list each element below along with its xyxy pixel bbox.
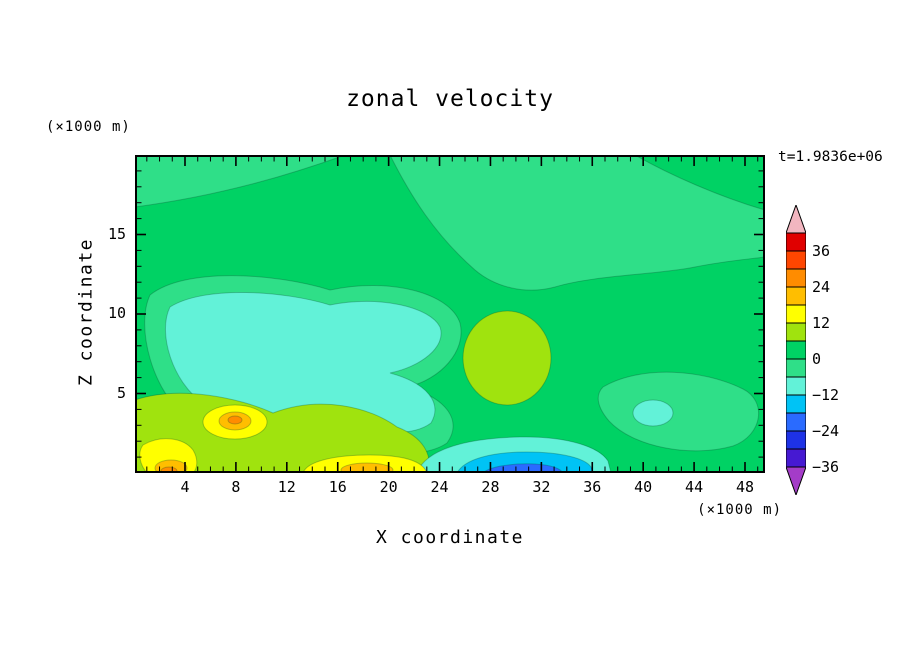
x-tick-label-44: 44 (685, 478, 704, 496)
y-tick-label-15: 15 (107, 224, 126, 243)
contour-region-midright-weak-negative (597, 371, 759, 452)
x-tick-label-32: 32 (532, 478, 551, 496)
contour-region-midright-negative-spot (632, 399, 674, 427)
colorbar-band--18..-12 (785, 394, 807, 414)
contour-plot (135, 155, 765, 473)
plot-title: zonal velocity (346, 86, 554, 112)
contour-plot-svg (135, 155, 765, 473)
colorbar-label-−24: −24 (812, 422, 840, 440)
colorbar-band--24..-18 (785, 412, 807, 432)
colorbar-band-36..42 (785, 232, 807, 252)
contour-region-upper-right-weak-negative (389, 155, 765, 291)
colorbar-band-18..24 (785, 286, 807, 306)
x-axis-unit: (×1000 m) (697, 502, 782, 518)
contour-region-amber-core-strip (340, 462, 394, 473)
colorbar-bottom-arrow (785, 466, 807, 497)
contour-region-upper-left-weak-negative (135, 155, 346, 208)
x-tick-label-16: 16 (328, 478, 347, 496)
y-axis-unit: (×1000 m) (46, 119, 131, 135)
colorbar-band-30..36 (785, 250, 807, 270)
contour-region-center-positive-blob (462, 310, 552, 406)
colorbar-svg (785, 203, 807, 497)
x-tick-label-36: 36 (583, 478, 602, 496)
y-tick-label-10: 10 (107, 304, 126, 322)
colorbar-label-−12: −12 (812, 386, 840, 404)
y-tick-label-5: 5 (116, 383, 126, 402)
x-tick-label-12: 12 (277, 478, 296, 496)
colorbar-label-−36: −36 (812, 458, 840, 476)
colorbar-label-36: 36 (812, 242, 831, 260)
colorbar-band-12..18 (785, 304, 807, 324)
x-tick-label-8: 8 (231, 478, 241, 496)
colorbar-band--12..-6 (785, 376, 807, 396)
x-tick-label-24: 24 (430, 478, 449, 496)
time-label: t=1.9836e+06 (778, 149, 883, 165)
x-tick-label-28: 28 (481, 478, 500, 496)
x-axis-label: X coordinate (375, 527, 525, 548)
colorbar-label-0: 0 (812, 350, 822, 368)
colorbar-band--30..-24 (785, 430, 807, 450)
x-tick-label-48: 48 (735, 478, 755, 496)
colorbar-band--6..0 (785, 358, 807, 378)
colorbar-band--36..-30 (785, 448, 807, 468)
colorbar (785, 203, 807, 497)
x-tick-label-4: 4 (180, 478, 190, 496)
colorbar-band-0..6 (785, 340, 807, 360)
colorbar-top-arrow (785, 203, 807, 234)
colorbar-band-6..12 (785, 322, 807, 342)
colorbar-label-12: 12 (812, 314, 831, 332)
x-tick-label-20: 20 (379, 478, 398, 496)
colorbar-label-24: 24 (812, 278, 831, 296)
colorbar-band-24..30 (785, 268, 807, 288)
contour-region-orange-core-b (227, 415, 243, 425)
x-tick-label-40: 40 (634, 478, 653, 496)
